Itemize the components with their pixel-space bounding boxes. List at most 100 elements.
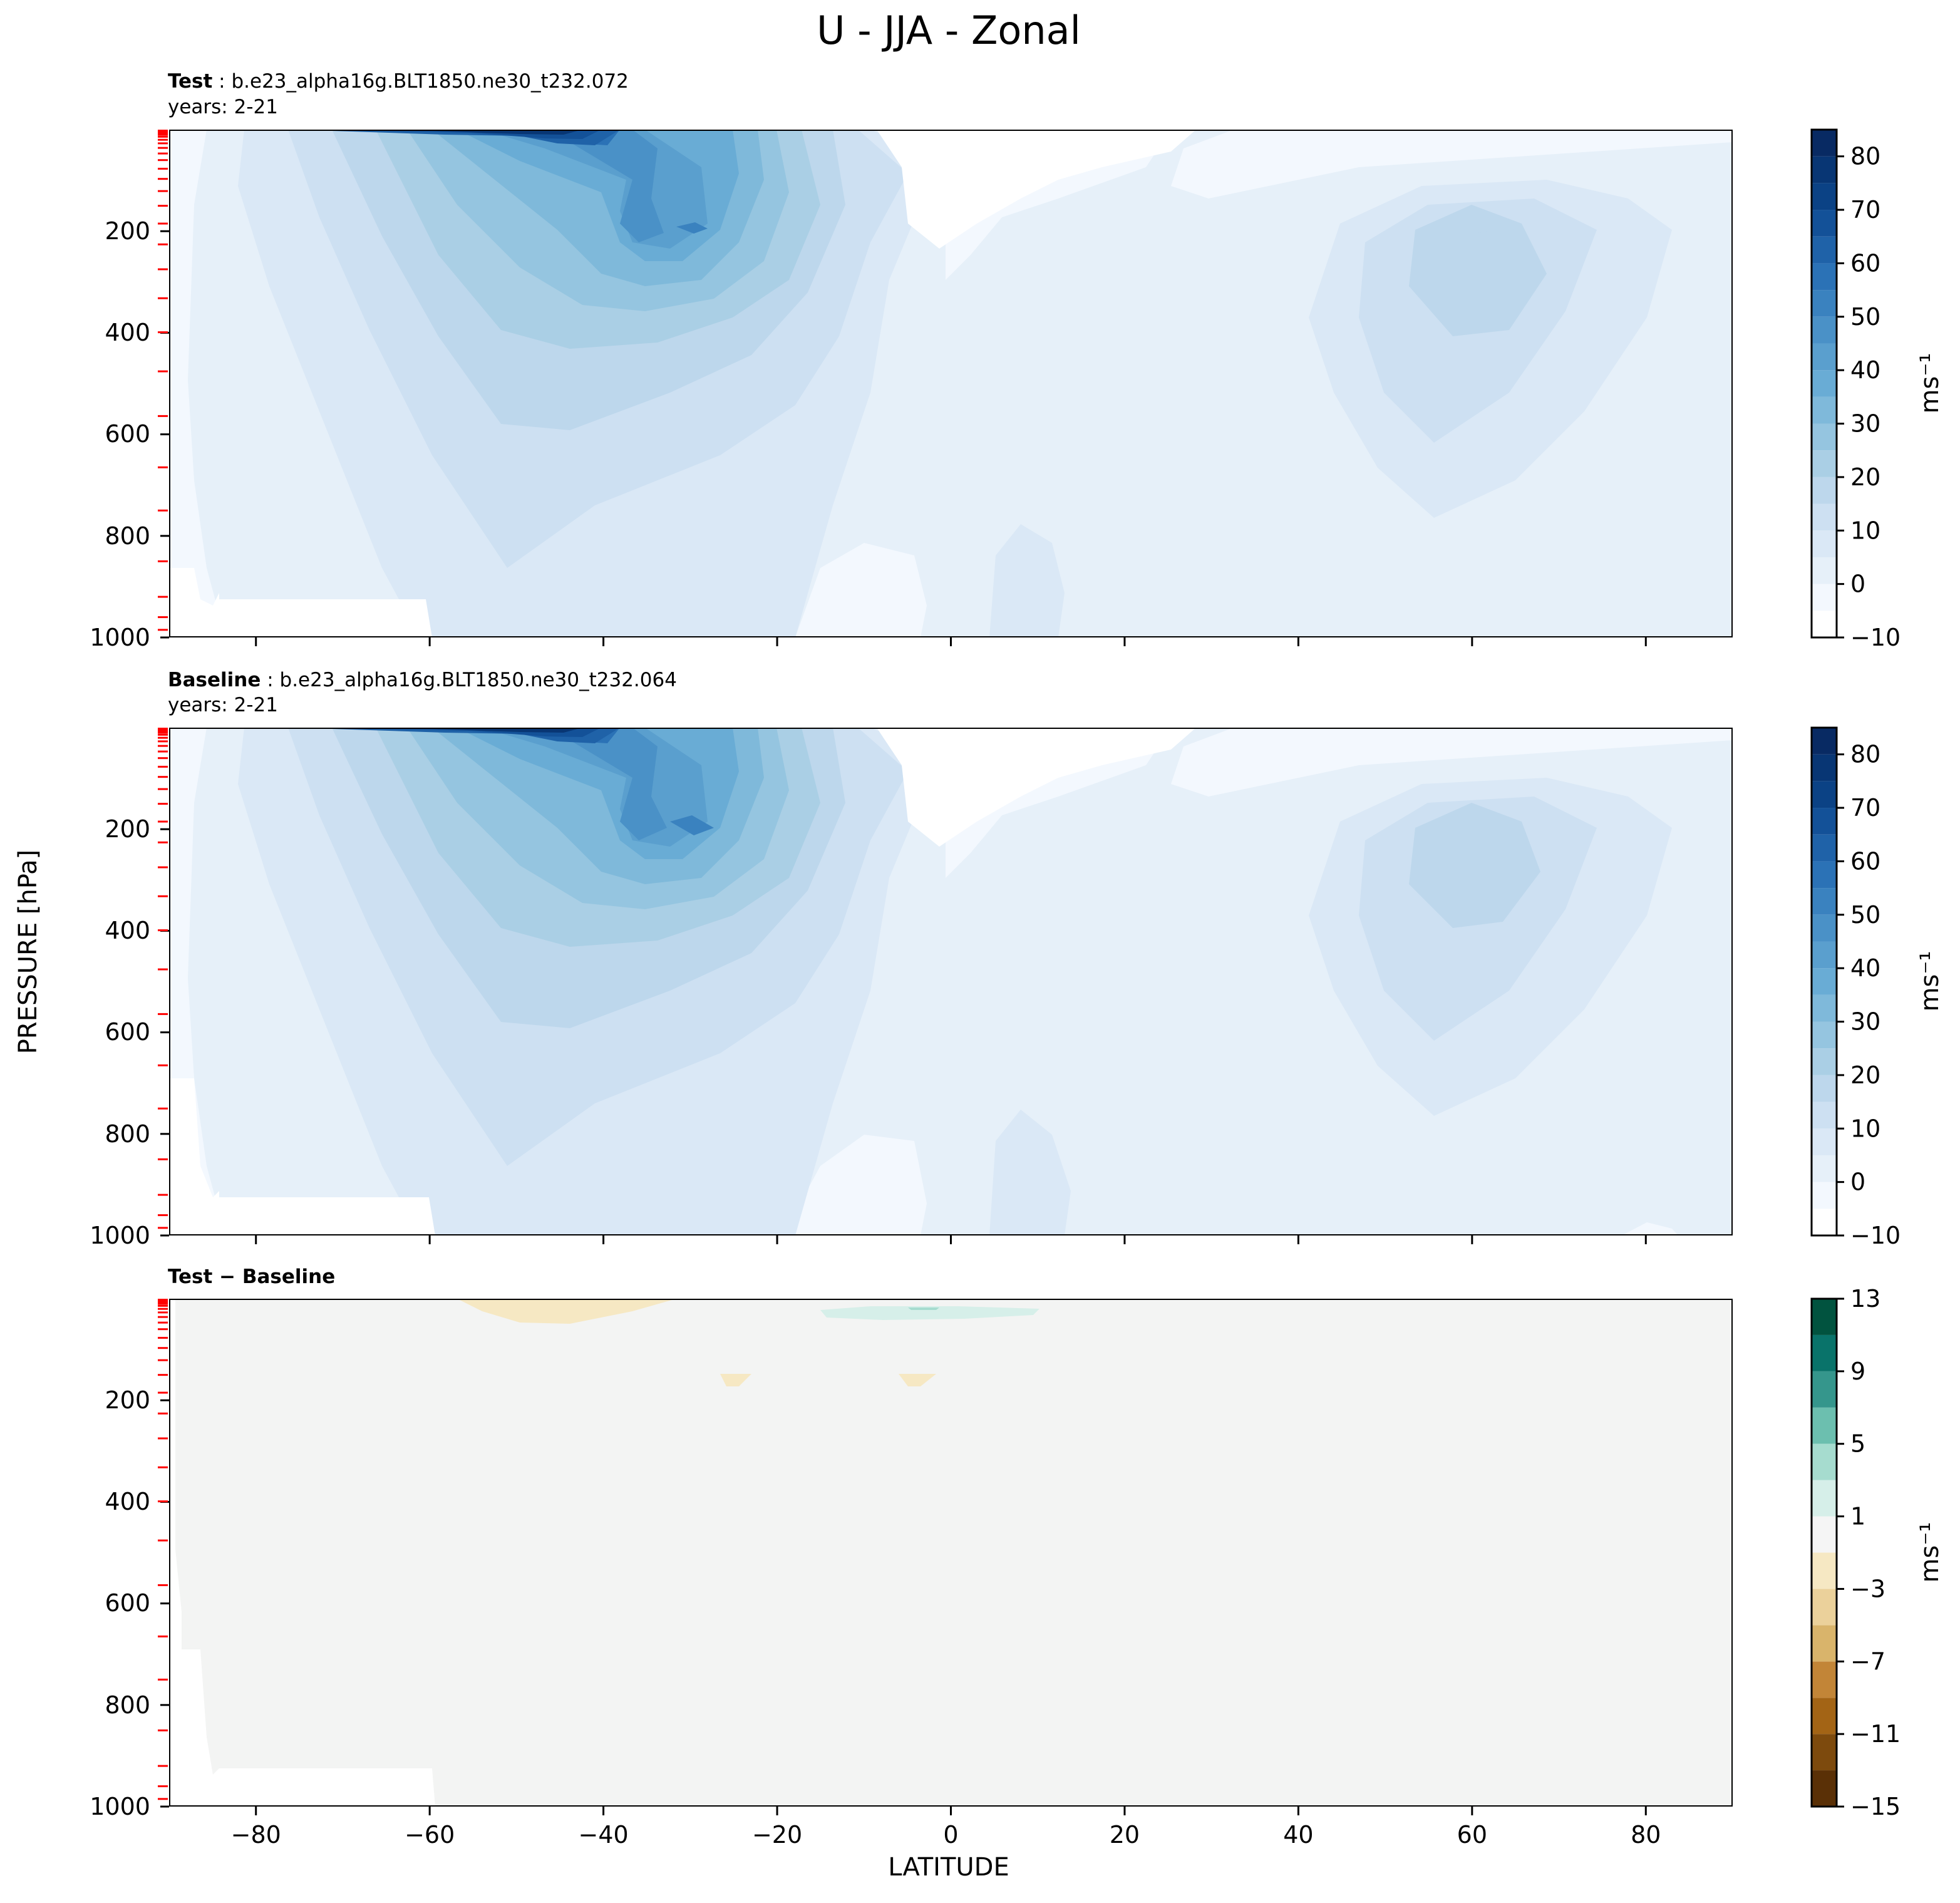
- colorbar-tick-label: 50: [1850, 901, 1880, 929]
- colorbar-tick-label: 60: [1850, 847, 1880, 875]
- panel-difference-plot: [169, 1299, 1733, 1807]
- contour-10: [989, 1110, 1071, 1235]
- colorbar-tick-label: 40: [1850, 356, 1880, 384]
- x-tick-label: 60: [1457, 1821, 1487, 1849]
- x-tick-label: −60: [405, 1821, 455, 1849]
- colorbar-segment: [1812, 530, 1837, 557]
- colorbar-segment: [1812, 477, 1837, 504]
- colorbar-segment: [1812, 263, 1837, 291]
- colorbar-segment: [1812, 914, 1837, 942]
- colorbar-segment: [1812, 1209, 1837, 1235]
- contour-50: [507, 130, 664, 242]
- x-tick-label: 40: [1283, 1821, 1313, 1849]
- y-tick-label: 400: [105, 319, 150, 346]
- colorbar-tick-label: 10: [1850, 1115, 1880, 1142]
- colorbar-tick-label: −7: [1850, 1648, 1885, 1675]
- colorbar-tick-label: −15: [1850, 1793, 1901, 1820]
- easterly-mask: [877, 130, 1196, 249]
- colorbar-segment: [1812, 994, 1837, 1022]
- colorbar-segment: [1812, 808, 1837, 835]
- colorbar-segment: [1812, 1075, 1837, 1102]
- y-tick-label: 200: [105, 217, 150, 245]
- panel-test-years: years: 2-21: [168, 96, 278, 118]
- missing-data-mask: [169, 1299, 435, 1807]
- y-tick-label: 600: [105, 420, 150, 448]
- contour-50b: [676, 222, 708, 234]
- colorbar-segment: [1812, 1480, 1837, 1517]
- colorbar-segment: [1812, 861, 1837, 889]
- colorbar-tick-label: −11: [1850, 1720, 1901, 1748]
- colorbar-segment: [1812, 210, 1837, 237]
- colorbar-segment: [1812, 450, 1837, 477]
- panel-difference-label: Test − Baseline: [168, 1266, 335, 1288]
- panel-test-axes: 200 400 600 800 1000: [90, 217, 150, 651]
- colorbar-segment: [1812, 754, 1837, 781]
- panel-baseline-label: Baseline : b.e23_alpha16g.BLT1850.ne30_t…: [168, 669, 677, 691]
- colorbar-segment: [1812, 1589, 1837, 1626]
- contour-weak: [1171, 130, 1733, 199]
- colorbar-tick-label: 80: [1850, 143, 1880, 170]
- y-tick-label: 1000: [90, 624, 150, 651]
- y-tick-label: 600: [105, 1589, 150, 1617]
- y-tick-label: 400: [105, 1488, 150, 1515]
- colorbar-frame: [1810, 1297, 1838, 1808]
- colorbar-segment: [1812, 1128, 1837, 1155]
- contour-weak: [783, 1135, 927, 1235]
- colorbar-segment: [1812, 1698, 1837, 1735]
- x-tick-label: −40: [579, 1821, 629, 1849]
- figure-title: U - JJA - Zonal: [817, 8, 1081, 53]
- negative-anomaly: [457, 1299, 676, 1324]
- colorbar-tick-label: 40: [1850, 954, 1880, 982]
- colorbar-segment: [1812, 156, 1837, 183]
- colorbar-segment: [1812, 888, 1837, 915]
- easterly-mask: [877, 728, 1196, 847]
- colorbar-segment: [1812, 611, 1837, 637]
- colorbar-segment: [1812, 183, 1837, 210]
- colorbar-tick-label: −10: [1850, 1222, 1901, 1249]
- colorbar-tick-label: −10: [1850, 624, 1901, 651]
- contour-weak: [1171, 728, 1733, 797]
- colorbar-tick-label: 30: [1850, 1008, 1880, 1036]
- panel-baseline-plot: [169, 728, 1733, 1235]
- colorbar-segment: [1812, 781, 1837, 808]
- colorbar-segment: [1812, 968, 1837, 995]
- colorbar-test-label: ms⁻¹: [1916, 353, 1944, 414]
- colorbar-segment: [1812, 1299, 1837, 1335]
- colorbar-tick-label: 9: [1850, 1358, 1865, 1385]
- colorbar-baseline-label: ms⁻¹: [1916, 951, 1944, 1012]
- colorbar-segment: [1812, 584, 1837, 611]
- colorbar-tick-label: 80: [1850, 741, 1880, 768]
- colorbar-tick-label: 0: [1850, 570, 1865, 598]
- colorbar-segment: [1812, 1155, 1837, 1182]
- colorbar-segment: [1812, 290, 1837, 317]
- contour-10: [989, 524, 1065, 637]
- colorbar-segment: [1812, 1770, 1837, 1807]
- colorbar-segment: [1812, 557, 1837, 584]
- colorbar-segment: [1812, 343, 1837, 371]
- panel-difference: Test − Baseline 200 400 600 800 1000 ms⁻…: [90, 1266, 1944, 1820]
- colorbar-tick-label: 0: [1850, 1168, 1865, 1196]
- colorbar-tick-label: 70: [1850, 196, 1880, 224]
- y-tick-label: 800: [105, 1691, 150, 1719]
- y-tick-label: 600: [105, 1018, 150, 1046]
- contour-50b: [670, 815, 714, 835]
- missing-data-mask: [169, 568, 432, 637]
- colorbar-segment: [1812, 1552, 1837, 1589]
- colorbar-segment: [1812, 1334, 1837, 1371]
- colorbar-segment: [1812, 396, 1837, 424]
- colorbar-tick-label: 70: [1850, 794, 1880, 822]
- colorbar-segment: [1812, 1625, 1837, 1662]
- panel-baseline-axes: 200 400 600 800 1000: [90, 815, 150, 1249]
- contour-20: [1409, 803, 1540, 928]
- colorbar-segment: [1812, 941, 1837, 969]
- colorbar-segment: [1812, 1048, 1837, 1075]
- contour-nh-core: [1465, 224, 1497, 233]
- y-tick-label: 400: [105, 917, 150, 944]
- contour-weak: [169, 130, 225, 637]
- y-tick-label: 800: [105, 522, 150, 550]
- colorbar-segment: [1812, 1516, 1837, 1553]
- colorbar-difference-label: ms⁻¹: [1916, 1522, 1944, 1583]
- colorbar-tick-label: 5: [1850, 1430, 1865, 1458]
- colorbar-segment: [1812, 1371, 1837, 1408]
